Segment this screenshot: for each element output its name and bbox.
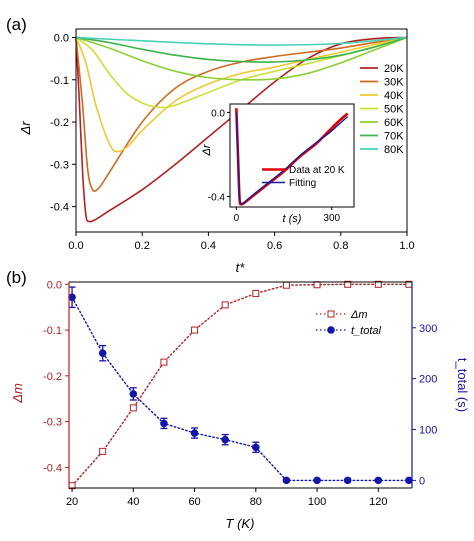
- t-total-line: [71, 296, 410, 482]
- right-y-tick-label: 200: [419, 374, 437, 386]
- t-total-point: [98, 349, 107, 358]
- delta-m-point: [160, 358, 168, 366]
- t-total-point: [405, 476, 413, 485]
- legend-delta-m-label: Δm: [350, 309, 368, 321]
- t-total-point: [313, 476, 321, 485]
- panel-b-label: (b): [6, 268, 27, 287]
- legend-label-70k: 70K: [384, 131, 404, 143]
- x-tick-label: 0.8: [333, 240, 348, 252]
- inset-axes: 0 300 0.0 -0.4: [208, 108, 341, 224]
- panel-b-axes: 20 40 60 80 100 120 0.0 -0.1 -0.2 -0.3 -0.4 0 100 200…: [43, 279, 437, 508]
- right-y-tick-label: 100: [419, 425, 437, 437]
- delta-m-line: [71, 283, 410, 487]
- y-tick-label: 0.0: [54, 32, 69, 44]
- panel-b: (b) 20 40 60 80 100 120 0.0 -0.1 -0.2 -0.3 -0.4 0 10…: [6, 268, 470, 531]
- x-tick-label: 100: [308, 496, 326, 508]
- delta-m-point: [344, 280, 352, 288]
- panel-b-x-label: T (K): [226, 516, 255, 531]
- panel-a-label: (a): [6, 15, 27, 34]
- right-y-tick-label: 0: [419, 475, 425, 487]
- panel-a-curves: [75, 36, 408, 223]
- t-total-point: [374, 476, 383, 485]
- delta-m-point: [129, 404, 137, 412]
- y-tick-label: -0.3: [50, 159, 69, 171]
- inset-x-tick-label: 0: [234, 213, 240, 224]
- inset-frame: [229, 103, 355, 208]
- legend-label-50k: 50K: [384, 104, 404, 116]
- delta-m-point: [313, 281, 321, 289]
- x-tick-label: 120: [369, 496, 387, 508]
- legend-label-30k: 30K: [384, 77, 404, 89]
- delta-m-point: [374, 280, 382, 288]
- series-line-80k: [75, 36, 408, 46]
- inset-legend-label: Fitting: [289, 178, 316, 189]
- delta-m-point: [221, 301, 229, 309]
- series-line-70k: [75, 36, 408, 63]
- panel-b-series: [68, 280, 413, 490]
- legend-label-60k: 60K: [384, 117, 404, 129]
- delta-m-point: [99, 447, 107, 455]
- left-y-tick-label: -0.4: [43, 462, 62, 474]
- x-tick-label: 60: [188, 496, 200, 508]
- x-tick-label: 80: [250, 496, 262, 508]
- left-y-tick-label: -0.2: [43, 371, 62, 383]
- inset-x-label: t (s): [283, 213, 302, 225]
- panel-b-legend: Δm t_total: [316, 309, 382, 337]
- y-tick-label: -0.2: [50, 117, 69, 129]
- inset-legend: Data at 20 K Fitting: [262, 165, 345, 189]
- legend-t-total-label: t_total: [351, 325, 382, 337]
- legend-t-total-marker: [327, 326, 335, 334]
- legend-label-80k: 80K: [384, 144, 404, 156]
- inset-y-label: Δr: [201, 143, 213, 156]
- left-y-tick-label: -0.3: [43, 417, 62, 429]
- legend-label-20k: 20K: [384, 63, 404, 75]
- legend-delta-m-marker: [327, 310, 335, 318]
- t-total-point: [68, 293, 76, 302]
- panel-a-x-label: t*: [236, 260, 246, 275]
- delta-m-point: [282, 281, 290, 289]
- series-line-40k: [75, 36, 408, 153]
- left-y-tick-label: 0.0: [47, 279, 62, 291]
- inset-y-tick-label: -0.4: [208, 192, 226, 203]
- y-tick-label: -0.4: [50, 202, 69, 214]
- t-total-point: [190, 429, 199, 437]
- delta-m-point: [252, 289, 260, 297]
- t-total-point: [129, 390, 138, 398]
- inset-legend-label: Data at 20 K: [289, 165, 345, 176]
- x-tick-label: 0.2: [135, 240, 150, 252]
- panel-b-right-y-label: t_total (s): [455, 358, 470, 412]
- delta-m-point: [191, 326, 199, 334]
- x-tick-label: 0.6: [267, 240, 282, 252]
- panel-a-y-label: Δr: [18, 121, 33, 136]
- panel-a-frame: [75, 28, 408, 233]
- panel-a-y-label-text: Δr: [18, 121, 33, 136]
- x-tick-label: 40: [127, 496, 139, 508]
- series-line-30k: [75, 36, 408, 192]
- x-tick-label: 0.0: [68, 240, 83, 252]
- t-total-point: [282, 476, 291, 485]
- inset-plot: 0 300 0.0 -0.4 Δr t (s) Data at 20 K Fitting: [201, 103, 355, 225]
- legend-label-40k: 40K: [384, 90, 404, 102]
- t-total-point: [221, 435, 229, 444]
- left-y-tick-label: -0.1: [43, 325, 62, 337]
- panel-a-axes: 0.0 0.2 0.4 0.6 0.8 1.0 0.0 -0.1 -0.2 -0.3 -0.4: [50, 32, 415, 252]
- panel-a: (a) 0.0 0.2 0.4 0.6 0.8 1.0 0.0 -0.1 -0.2 -0.3 -0.…: [6, 15, 415, 275]
- inset-y-tick-label: 0.0: [211, 108, 225, 119]
- t-total-point: [343, 476, 352, 485]
- t-total-point: [252, 443, 260, 452]
- t-total-point: [160, 419, 168, 428]
- x-tick-label: 0.4: [201, 240, 216, 252]
- right-y-tick-label: 300: [419, 323, 437, 335]
- x-tick-label: 20: [66, 496, 78, 508]
- x-tick-label: 1.0: [399, 240, 414, 252]
- y-tick-label: -0.1: [50, 75, 69, 87]
- inset-x-tick-label: 300: [323, 213, 340, 224]
- series-line-60k: [75, 36, 408, 81]
- panel-b-left-y-label: Δm: [10, 383, 25, 404]
